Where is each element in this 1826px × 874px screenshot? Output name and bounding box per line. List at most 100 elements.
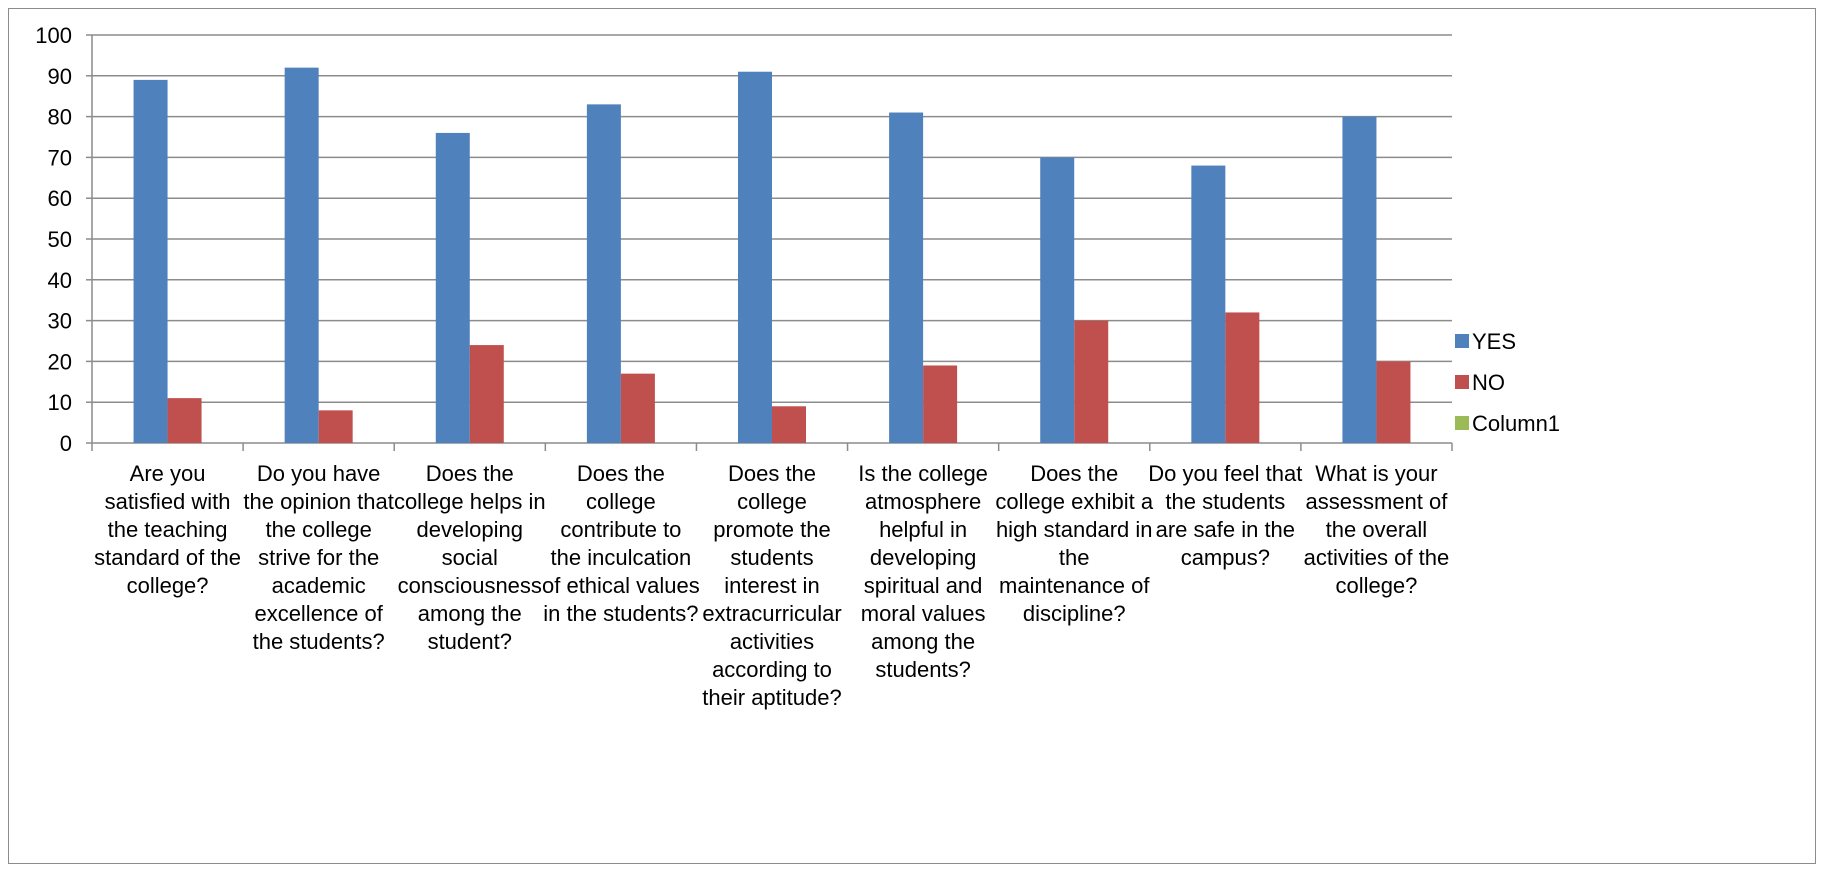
x-category-label-line: college? bbox=[127, 573, 209, 598]
y-tick-label: 70 bbox=[48, 145, 72, 170]
x-category-label-line: college bbox=[737, 489, 807, 514]
x-category-label: Does the college promote the students intere… bbox=[702, 461, 841, 710]
x-category-label-line: college bbox=[586, 489, 656, 514]
x-category-label-line: discipline? bbox=[1023, 601, 1126, 626]
x-category-label-line: their aptitude? bbox=[702, 685, 841, 710]
x-category-label: Are you satisfied with the teaching standar… bbox=[94, 461, 241, 598]
x-category-label-line: the students? bbox=[253, 629, 385, 654]
x-category-label-line: spiritual and bbox=[864, 573, 983, 598]
x-category-label-line: students? bbox=[875, 657, 970, 682]
x-category-label-line: the inculcation bbox=[551, 545, 692, 570]
x-category-label-line: Does the bbox=[577, 461, 665, 486]
x-category-label-line: according to bbox=[712, 657, 832, 682]
x-category-label: What is your assessment of the overall acti… bbox=[1304, 461, 1450, 598]
bar-yes bbox=[889, 112, 924, 444]
x-category-label-line: college? bbox=[1335, 573, 1417, 598]
legend-swatch-no bbox=[1455, 375, 1469, 389]
bar-yes bbox=[1040, 157, 1075, 443]
y-tick-label: 50 bbox=[48, 227, 72, 252]
x-category-label-line: developing bbox=[870, 545, 976, 570]
bar-no bbox=[772, 406, 806, 443]
bar-no bbox=[167, 398, 202, 443]
x-category-label: Does the college helps in developing social… bbox=[394, 461, 546, 654]
x-category-label-line: developing bbox=[417, 517, 523, 542]
y-tick-label: 100 bbox=[35, 23, 72, 48]
x-category-label-line: the students bbox=[1165, 489, 1285, 514]
y-tick-label: 10 bbox=[48, 390, 72, 415]
y-tick-label: 40 bbox=[48, 268, 72, 293]
x-category-label-line: standard of the bbox=[94, 545, 241, 570]
x-category-label-line: interest in bbox=[724, 573, 819, 598]
y-tick-label: 90 bbox=[48, 64, 72, 89]
x-category-label-line: the overall bbox=[1326, 517, 1428, 542]
bar-no bbox=[469, 345, 504, 443]
x-category-label-line: academic bbox=[272, 573, 366, 598]
x-category-label-line: campus? bbox=[1181, 545, 1270, 570]
x-category-label-line: of ethical values bbox=[542, 573, 700, 598]
x-category-label-line: What is your bbox=[1315, 461, 1437, 486]
x-category-label-line: Do you have bbox=[257, 461, 381, 486]
bar-no bbox=[923, 365, 958, 443]
x-category-label-line: contribute to bbox=[560, 517, 681, 542]
x-category-label-line: helpful in bbox=[879, 517, 967, 542]
x-category-label-line: Do you feel that bbox=[1148, 461, 1302, 486]
legend-label-column1: Column1 bbox=[1472, 411, 1560, 436]
y-tick-label: 20 bbox=[48, 349, 72, 374]
x-category-label: Do you have the opinion that the college st… bbox=[243, 461, 393, 654]
x-category-label-line: students bbox=[730, 545, 813, 570]
x-category-label: Is the college atmosphere helpful in develo… bbox=[858, 461, 988, 682]
legend-label-no: NO bbox=[1472, 370, 1505, 395]
bar-yes bbox=[738, 71, 772, 443]
bar-yes bbox=[435, 132, 470, 444]
bar-yes bbox=[1191, 165, 1226, 443]
x-category-label: Does the college exhibit a high standard i… bbox=[995, 461, 1154, 626]
bar-no bbox=[1225, 312, 1260, 443]
x-category-label-line: extracurricular bbox=[702, 601, 841, 626]
x-category-label-line: among the bbox=[871, 629, 975, 654]
bar-no bbox=[318, 410, 353, 443]
legend-swatch-yes bbox=[1455, 334, 1469, 348]
y-tick-label: 0 bbox=[60, 431, 72, 456]
bar-yes bbox=[586, 104, 621, 444]
x-category-label-line: among the bbox=[418, 601, 522, 626]
y-tick-label: 30 bbox=[48, 309, 72, 334]
x-category-label: Do you feel that the students are safe in … bbox=[1148, 461, 1302, 570]
x-category-label-line: college exhibit a bbox=[995, 489, 1154, 514]
y-tick-label: 60 bbox=[48, 186, 72, 211]
bar-no bbox=[620, 373, 655, 443]
x-category-label-line: social bbox=[442, 545, 498, 570]
legend-label-yes: YES bbox=[1472, 329, 1516, 354]
x-category-label-line: the teaching bbox=[108, 517, 228, 542]
x-category-label-line: Does the bbox=[426, 461, 514, 486]
x-category-label-line: assessment of bbox=[1306, 489, 1449, 514]
x-category-label-line: excellence of bbox=[254, 601, 383, 626]
x-category-label-line: promote the bbox=[713, 517, 830, 542]
x-category-label-line: college helps in bbox=[394, 489, 546, 514]
x-category-label-line: strive for the bbox=[258, 545, 379, 570]
x-category-label-line: are safe in the bbox=[1156, 517, 1295, 542]
x-category-label-line: Does the bbox=[728, 461, 816, 486]
x-category-label-line: atmosphere bbox=[865, 489, 981, 514]
bar-yes bbox=[284, 67, 319, 443]
bar-no bbox=[1376, 361, 1411, 443]
x-category-label-line: satisfied with bbox=[105, 489, 231, 514]
x-category-label-line: Does the bbox=[1030, 461, 1118, 486]
x-category-label-line: Are you bbox=[130, 461, 206, 486]
x-category-label-line: Is the college bbox=[858, 461, 988, 486]
x-category-label-line: moral values bbox=[861, 601, 986, 626]
y-tick-label: 80 bbox=[48, 105, 72, 130]
x-category-label-line: activities bbox=[730, 629, 814, 654]
x-category-label-line: maintenance of bbox=[999, 573, 1150, 598]
x-category-label: Does the college contribute to the inculcat… bbox=[542, 461, 700, 626]
x-category-label-line: in the students? bbox=[543, 601, 698, 626]
x-category-label-line: consciousness bbox=[398, 573, 542, 598]
bar-yes bbox=[133, 79, 168, 443]
x-category-label-line: the college bbox=[265, 517, 371, 542]
x-category-label-line: the bbox=[1059, 545, 1090, 570]
x-category-label-line: high standard in bbox=[996, 517, 1153, 542]
x-category-label-line: activities of the bbox=[1304, 545, 1450, 570]
x-category-label-line: student? bbox=[428, 629, 512, 654]
bar-no bbox=[1074, 320, 1109, 443]
bar-yes bbox=[1342, 116, 1377, 443]
